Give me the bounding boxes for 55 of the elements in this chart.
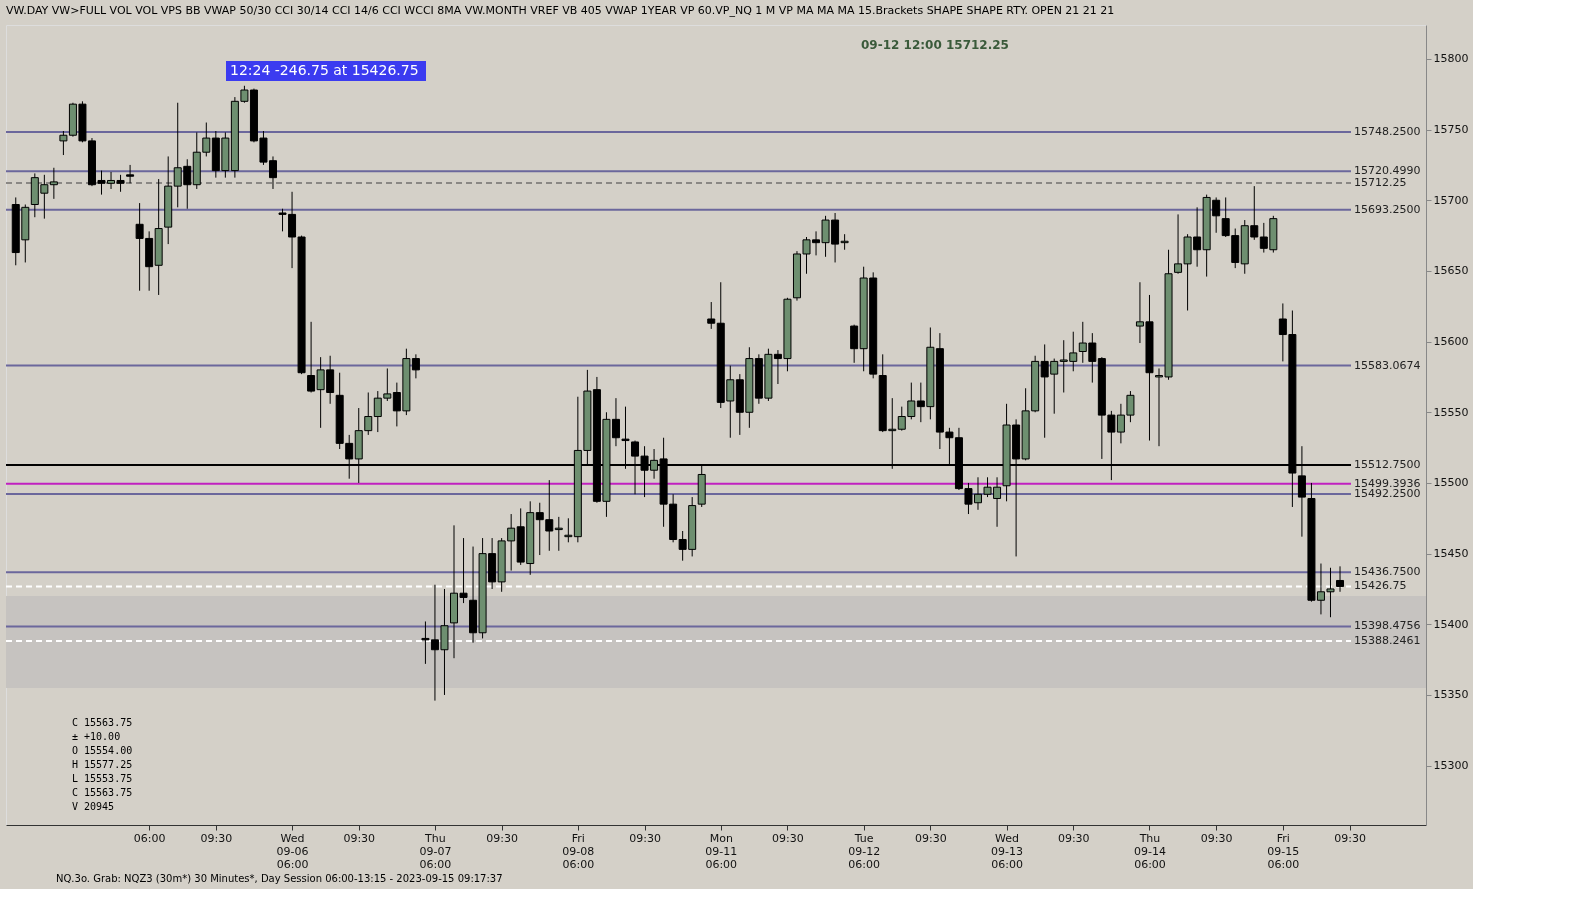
x-tick-label: 09:30: [486, 831, 518, 845]
x-tick-label: Tue 09-12 06:00: [848, 831, 881, 871]
y-tick-label: 15800: [1433, 52, 1469, 66]
x-tick-label: Thu 09-14 06:00: [1134, 831, 1166, 871]
x-tick-label: 06:00: [133, 831, 166, 845]
y-tick-label: 15300: [1433, 759, 1469, 773]
text: NQ.3o. Grab: NQZ3 (30m*) 30 Minutes*, Day Session 06:00-13:15 - 2023-09-15 09:17:37: [56, 873, 503, 884]
y-tick-label: 15750: [1433, 123, 1469, 137]
ref-line-label: 15720.4990: [1354, 164, 1421, 178]
x-tick-label: 09:30: [200, 831, 233, 845]
y-tick-label: 15400: [1433, 617, 1469, 631]
x-tick-label: Fri 09-15 06:00: [1267, 831, 1300, 871]
x-tick-label: 09:30: [343, 831, 376, 845]
y-tick-label: 15450: [1433, 547, 1469, 561]
annotation: H 15577.25: [72, 759, 133, 770]
y-tick-label: 15650: [1433, 264, 1469, 278]
candlestick: [126, 164, 135, 184]
y-tick-label: 15350: [1433, 688, 1469, 702]
x-tick-label: Wed 09-06 06:00: [276, 831, 309, 871]
y-tick-label: 15500: [1433, 476, 1469, 490]
y-tick-label: 15700: [1433, 193, 1469, 207]
candlestick: [850, 324, 859, 364]
annotation: ± +10.00: [72, 731, 121, 742]
x-tick-label: Mon 09-11 06:00: [705, 831, 738, 871]
ref-line-label: 15436.7500: [1354, 565, 1421, 579]
annotation: V 20945: [72, 801, 115, 812]
candlestick: [1336, 565, 1345, 593]
candlestick: [707, 301, 716, 330]
ref-line-label: 15583.0674: [1354, 358, 1421, 372]
candlestick: [49, 167, 58, 200]
y-tick-label: 15600: [1433, 335, 1469, 349]
ref-line-label: 15426.75: [1354, 579, 1407, 593]
annotation: C 15563.75: [72, 787, 133, 798]
annotation: C 15563.75: [72, 717, 133, 728]
annotation: 09-12 12:00 15712.25: [861, 38, 1009, 52]
x-tick-label: Thu 09-07 06:00: [419, 831, 452, 871]
ref-line-label: 15388.2461: [1354, 633, 1421, 647]
ref-line-label: 15748.2500: [1354, 125, 1421, 139]
ref-line-label: 15712.25: [1354, 175, 1407, 189]
text: VW.DAY VW>FULL VOL VOL VPS BB VWAP 50/30 CCI 30/14 CCI 14/6 CCI WCCI 8MA VW.MONTH VREF VB 405 VWAP 1YEAR VP 60.VP_NQ 1 M VP MA MA MA 15.Brackets SHAPE SHAPE RTY. OPEN 21 21 21: [6, 4, 1115, 17]
annotation: O 15554.00: [72, 745, 133, 756]
ref-line-label: 15512.7500: [1354, 457, 1421, 471]
x-tick-label: 09:30: [1057, 831, 1090, 845]
x-tick-label: 09:30: [1200, 831, 1233, 845]
x-tick-label: 09:30: [915, 831, 947, 845]
x-tick-label: Fri 09-08 06:00: [562, 831, 595, 871]
ref-line-label: 15693.2500: [1354, 202, 1421, 216]
x-tick-label: Wed 09-13 06:00: [991, 831, 1024, 871]
ref-line-label: 15398.4756: [1354, 619, 1421, 633]
x-tick-label: 09:30: [629, 831, 661, 845]
annotation: 12:24 -246.75 at 15426.75: [230, 62, 419, 78]
x-tick-label: 09:30: [772, 831, 804, 845]
x-tick-label: 09:30: [1334, 831, 1366, 845]
y-tick-label: 15550: [1433, 405, 1469, 419]
annotation: L 15553.75: [72, 773, 133, 784]
